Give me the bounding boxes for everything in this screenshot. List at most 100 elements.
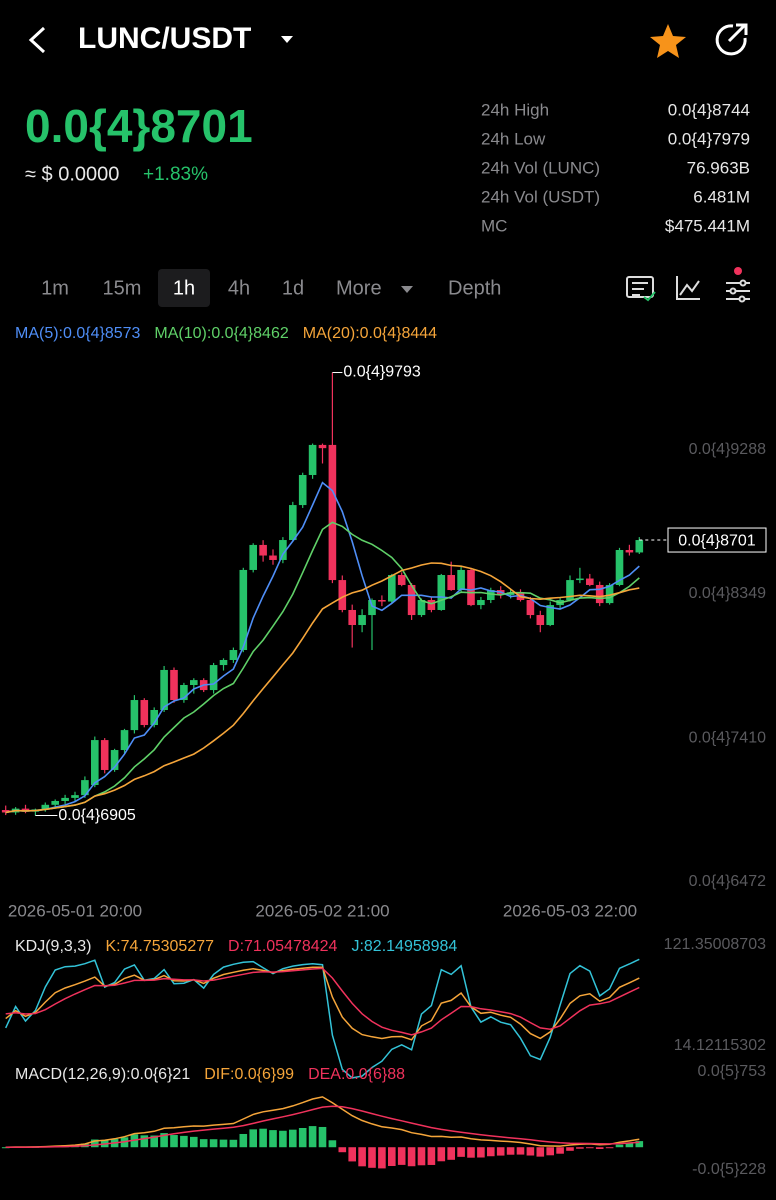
timeframe-tab[interactable]: 1h <box>173 277 195 299</box>
candle-body <box>427 600 436 610</box>
candle-body <box>358 615 366 626</box>
macd-bar <box>625 1142 634 1148</box>
stat-value: 6.481M <box>693 187 750 206</box>
legend-entry: DIF:0.0{6}99 <box>204 1066 294 1083</box>
candle-body <box>140 700 149 726</box>
candle-body <box>239 569 248 651</box>
y-tick-label: 121.35008703 <box>664 936 766 953</box>
macd-bar <box>160 1133 168 1148</box>
macd-bar <box>477 1147 485 1158</box>
fiat-price: ≈ $ 0.0000 <box>25 163 119 185</box>
high-label: 0.0{4}9793 <box>343 364 421 381</box>
macd-bar <box>180 1135 188 1148</box>
candle-body <box>348 609 356 626</box>
macd-bar <box>249 1129 257 1148</box>
chart-style-icon[interactable] <box>676 276 700 300</box>
more-dropdown[interactable] <box>401 286 413 293</box>
macd-bar <box>259 1128 267 1148</box>
candle-body <box>71 795 79 798</box>
candle-body <box>41 804 50 810</box>
macd-bar <box>170 1135 178 1148</box>
candle-body <box>61 797 69 801</box>
ma-line <box>5 481 640 814</box>
candle-body <box>1 810 10 813</box>
candle-body <box>457 569 465 591</box>
macd-bar <box>229 1139 238 1148</box>
indicator-icon[interactable] <box>626 276 656 302</box>
macd-bar <box>298 1128 307 1148</box>
macd-bar <box>447 1147 455 1160</box>
back-button[interactable] <box>28 26 46 54</box>
candle-body <box>100 740 109 770</box>
timeframe-tab[interactable]: 15m <box>103 277 142 299</box>
stat-value: $475.441M <box>665 216 750 235</box>
stat-label: 24h Vol (USDT) <box>481 187 600 206</box>
macd-bar <box>318 1126 327 1148</box>
macd-bar <box>91 1139 99 1148</box>
stat-value: 76.963B <box>687 158 750 177</box>
macd-bar <box>566 1147 574 1151</box>
x-tick-label: 2026-05-03 22:00 <box>503 901 637 920</box>
settings-icon[interactable] <box>726 267 750 303</box>
candle-body <box>308 444 317 475</box>
stat-value: 0.0{4}7979 <box>668 129 750 148</box>
macd-bar <box>388 1147 396 1167</box>
candle-body <box>605 584 614 604</box>
candle-body <box>259 544 267 556</box>
price-change: +1.83% <box>143 164 208 185</box>
legend-entry: MA(5):0.0{4}8573 <box>15 325 141 342</box>
macd-bar <box>190 1136 198 1148</box>
candle-body <box>467 569 475 606</box>
macd-bar <box>586 1147 594 1149</box>
pair-title[interactable]: LUNC/USDT <box>78 22 251 55</box>
timeframe-tab[interactable]: More <box>336 277 382 299</box>
candle-body <box>506 592 515 595</box>
legend-entry: K:74.75305277 <box>105 938 214 955</box>
candle-body <box>318 444 327 449</box>
macd-bar <box>199 1139 208 1148</box>
candle-body <box>576 578 584 581</box>
depth-tab[interactable]: Depth <box>448 277 501 299</box>
candle-body <box>180 684 188 701</box>
timeframe-tab[interactable]: 4h <box>228 277 250 299</box>
candle-body <box>586 578 594 585</box>
legend-entry: D:71.05478424 <box>228 938 338 955</box>
chart-area: MA(5):0.0{4}8573 MA(10):0.0{4}8462 MA(20):… <box>1 325 767 1178</box>
macd-line <box>5 1105 640 1148</box>
candle-body <box>378 600 386 602</box>
candle-body <box>615 550 624 585</box>
x-tick-label: 2026-05-02 21:00 <box>255 901 389 920</box>
legend-entry: MA(20):0.0{4}8444 <box>303 325 437 342</box>
favorite-star[interactable] <box>650 24 686 58</box>
timeframe-tab[interactable]: 1m <box>41 277 69 299</box>
y-tick-label: 14.12115302 <box>674 1037 766 1054</box>
candle-body <box>397 575 406 585</box>
candle-body <box>595 584 604 604</box>
candle-body <box>160 669 168 710</box>
macd-bar <box>348 1147 356 1162</box>
share-button[interactable] <box>715 23 748 56</box>
candle-body <box>51 800 59 805</box>
timeframe-tab[interactable]: 1d <box>282 277 304 299</box>
candle-body <box>130 700 139 731</box>
legend-entry: MACD(12,26,9):0.0{6}21 <box>15 1066 190 1083</box>
kdj-line <box>5 958 640 1079</box>
macd-line <box>5 1096 640 1148</box>
candle-body <box>417 600 426 616</box>
candle-body <box>219 659 228 666</box>
macd-bar <box>546 1147 554 1156</box>
macd-bar <box>516 1147 525 1155</box>
macd-bar <box>556 1147 564 1154</box>
y-tick-label: -0.0{5}228 <box>692 1161 766 1178</box>
macd-bar <box>536 1147 545 1157</box>
legend-entry: J:82.14958984 <box>351 938 457 955</box>
candle-body <box>546 605 554 626</box>
macd-bar <box>219 1139 228 1148</box>
legend-entry: KDJ(9,3,3) <box>15 938 91 955</box>
pair-dropdown[interactable] <box>281 36 293 43</box>
macd-bar <box>506 1147 515 1155</box>
candle-body <box>536 615 545 626</box>
macd-bar <box>209 1139 218 1148</box>
